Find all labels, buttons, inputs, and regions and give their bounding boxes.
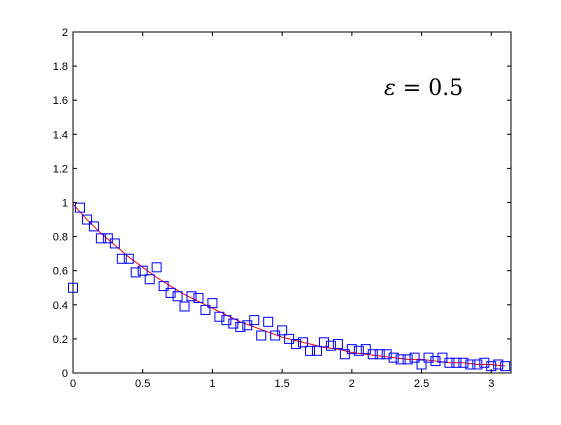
data-point	[137, 265, 148, 276]
data-point	[81, 214, 92, 225]
annotation-symbol: ε	[384, 76, 396, 101]
data-point	[444, 357, 455, 368]
data-point	[298, 337, 309, 348]
data-point	[479, 357, 490, 368]
data-point	[416, 359, 427, 370]
data-point	[381, 349, 392, 360]
data-point	[151, 262, 162, 273]
data-point	[74, 202, 85, 213]
y-tick-label: 0.8	[53, 232, 68, 244]
data-point	[235, 321, 246, 332]
data-point	[465, 359, 476, 370]
data-point	[165, 287, 176, 298]
data-point	[339, 349, 350, 360]
data-point	[277, 325, 288, 336]
data-point	[360, 344, 371, 355]
x-tick-label: 3	[488, 378, 494, 390]
data-point	[451, 357, 462, 368]
data-point	[172, 291, 183, 302]
data-point	[458, 357, 469, 368]
data-point	[158, 281, 169, 292]
y-tick-label: 0.6	[53, 266, 68, 278]
data-point	[284, 333, 295, 344]
data-point	[207, 298, 218, 309]
data-point	[242, 320, 253, 331]
y-tick-label: 0.2	[53, 334, 68, 346]
data-point	[200, 304, 211, 315]
data-point	[263, 316, 274, 327]
data-point	[402, 354, 413, 365]
data-point	[388, 352, 399, 363]
data-point	[423, 352, 434, 363]
annotation-value: = 0.5	[396, 76, 463, 101]
x-tick-label: 0	[70, 378, 76, 390]
data-point	[311, 345, 322, 356]
x-tick-label: 1	[209, 378, 215, 390]
data-point	[305, 345, 316, 356]
data-point	[214, 311, 225, 322]
x-tick-label: 2	[349, 378, 355, 390]
y-tick-label: 2	[62, 27, 68, 39]
data-point	[123, 253, 134, 264]
data-point	[249, 315, 260, 326]
data-point	[374, 349, 385, 360]
data-point	[318, 337, 329, 348]
data-point	[395, 354, 406, 365]
data-point	[88, 221, 99, 232]
data-point	[179, 301, 190, 312]
data-point	[193, 292, 204, 303]
data-point	[325, 340, 336, 351]
y-tick-label: 0.4	[53, 300, 68, 312]
y-tick-label: 1.6	[53, 95, 68, 107]
data-point	[472, 359, 483, 370]
data-point	[102, 233, 113, 244]
data-point	[500, 361, 511, 372]
ticks-layer: 0 0.5 1 1.5 2 2.5 3 0 0.2 0.4 0.6 0.8 1 1.2 1.4 1.6 1.8 2	[53, 27, 511, 390]
data-point	[144, 274, 155, 285]
data-point	[291, 339, 302, 350]
data-point	[95, 233, 106, 244]
y-tick-label: 1	[62, 198, 68, 210]
data-point	[437, 352, 448, 363]
data-point	[109, 238, 120, 249]
data-point	[409, 352, 420, 363]
x-tick-label: 0.5	[135, 378, 150, 390]
data-point	[367, 349, 378, 360]
data-point	[493, 359, 504, 370]
data-point	[221, 315, 232, 326]
data-point	[130, 267, 141, 278]
data-point	[256, 330, 267, 341]
data-point	[353, 345, 364, 356]
data-point	[346, 344, 357, 355]
x-tick-label: 2.5	[414, 378, 429, 390]
y-tick-label: 1.2	[53, 163, 68, 175]
plot-area-background	[73, 32, 511, 373]
y-tick-label: 1.8	[53, 61, 68, 73]
data-point	[116, 253, 127, 264]
y-tick-label: 1.4	[53, 129, 68, 141]
annotation: ε = 0.5	[384, 76, 463, 101]
data-point	[228, 318, 239, 329]
y-tick-label: 0	[62, 368, 68, 380]
data-point	[186, 291, 197, 302]
data-point	[430, 356, 441, 367]
data-point	[332, 339, 343, 350]
x-tick-label: 1.5	[274, 378, 289, 390]
data-point	[270, 330, 281, 341]
